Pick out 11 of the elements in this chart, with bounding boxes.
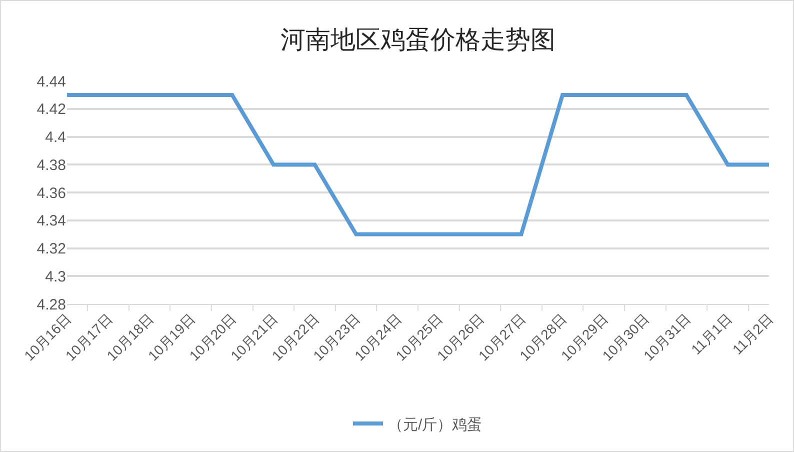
y-tick-label: 4.3	[45, 268, 66, 286]
legend-label: （元/斤）鸡蛋	[388, 416, 482, 434]
y-tick-label: 4.4	[45, 129, 66, 146]
y-tick-label: 4.36	[36, 184, 66, 202]
chart-title: 河南地区鸡蛋价格走势图	[280, 26, 556, 54]
y-tick-label: 4.42	[36, 101, 66, 118]
y-tick-label: 4.28	[36, 296, 66, 314]
y-tick-label: 4.32	[36, 240, 66, 258]
y-tick-label: 4.44	[36, 73, 66, 90]
y-tick-label: 4.38	[36, 156, 66, 174]
y-tick-label: 4.34	[36, 212, 66, 230]
